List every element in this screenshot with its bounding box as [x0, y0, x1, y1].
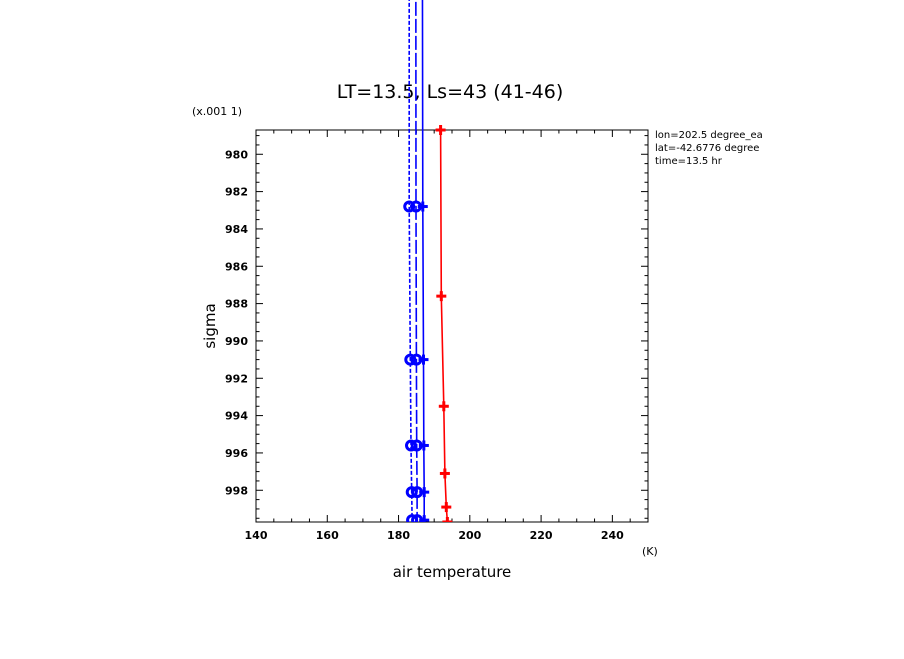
y-tick-label: 984	[225, 223, 248, 236]
series-3	[417, 0, 430, 522]
info-line: lon=202.5 degree_ea	[655, 130, 763, 141]
data-point	[404, 353, 417, 366]
data-point	[405, 439, 418, 452]
plot-frame	[255, 129, 649, 523]
info-line: lat=-42.6776 degree	[655, 143, 759, 154]
y-tick-label: 986	[225, 260, 248, 273]
data-point	[419, 515, 430, 522]
x-tick-label: 140	[245, 529, 268, 542]
y-tick-label: 980	[225, 148, 248, 161]
chart-title: LT=13.5, Ls=43 (41-46)	[337, 81, 564, 103]
x-tick-label: 240	[601, 529, 624, 542]
series-4	[435, 125, 453, 522]
data-point	[438, 401, 449, 412]
data-point	[417, 201, 428, 212]
data-point	[442, 517, 453, 522]
data-point	[403, 200, 416, 213]
data-point	[436, 291, 447, 302]
x-tick-label: 200	[458, 529, 481, 542]
plot-border	[255, 129, 649, 523]
info-line: time=13.5 hr	[655, 156, 723, 167]
data-point	[441, 502, 452, 513]
y-tick-label: 992	[225, 372, 248, 385]
y-tick-label: 982	[225, 186, 248, 199]
data-point	[406, 514, 419, 522]
data-point	[405, 486, 418, 499]
x-tick-label: 180	[387, 529, 410, 542]
data-point	[439, 468, 450, 479]
info-text: lon=202.5 degree_ea lat=-42.6776 degree ti…	[655, 130, 763, 167]
y-tick-label: 990	[225, 335, 248, 348]
series-group	[403, 0, 453, 522]
y-tick-label: 998	[225, 484, 248, 497]
y-axis-title: sigma	[201, 303, 219, 348]
y-tick-label: 988	[225, 298, 248, 311]
x-axis: 140 160 180 200 220 240	[245, 130, 649, 542]
x-tick-label: 160	[316, 529, 339, 542]
series-1	[403, 0, 419, 522]
data-point	[435, 125, 446, 135]
x-axis-title: air temperature	[393, 563, 512, 581]
data-point	[418, 354, 429, 365]
y-axis: 980 982 984 986 988 990 992 994 996 998	[225, 135, 648, 519]
series-line	[439, 129, 449, 522]
y-tick-label: 996	[225, 447, 248, 460]
x-unit-label: (K)	[642, 545, 658, 558]
x-tick-label: 220	[530, 529, 553, 542]
y-scale-label: (x.001 1)	[192, 105, 242, 118]
data-point	[419, 487, 430, 498]
data-point	[418, 440, 429, 451]
y-tick-label: 994	[225, 410, 248, 423]
